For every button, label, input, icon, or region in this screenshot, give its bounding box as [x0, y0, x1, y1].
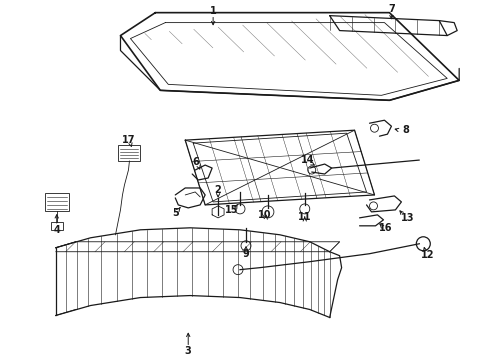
Text: 10: 10 — [258, 210, 271, 220]
Text: 8: 8 — [402, 125, 409, 135]
Text: 1: 1 — [210, 6, 217, 15]
Bar — [119, 145, 141, 161]
Text: 13: 13 — [401, 213, 414, 223]
Text: 7: 7 — [388, 4, 395, 14]
Text: 2: 2 — [215, 185, 221, 195]
Text: 5: 5 — [172, 208, 179, 218]
Text: 16: 16 — [379, 223, 392, 233]
Text: 11: 11 — [298, 212, 312, 222]
Bar — [51, 222, 63, 230]
Text: 12: 12 — [420, 250, 434, 260]
Bar — [45, 193, 69, 211]
Text: 4: 4 — [53, 225, 60, 235]
Text: 6: 6 — [193, 157, 199, 167]
Text: 14: 14 — [301, 155, 315, 165]
Text: 3: 3 — [185, 346, 192, 356]
Text: 15: 15 — [225, 205, 239, 215]
Text: 9: 9 — [243, 249, 249, 259]
Text: 17: 17 — [122, 135, 135, 145]
